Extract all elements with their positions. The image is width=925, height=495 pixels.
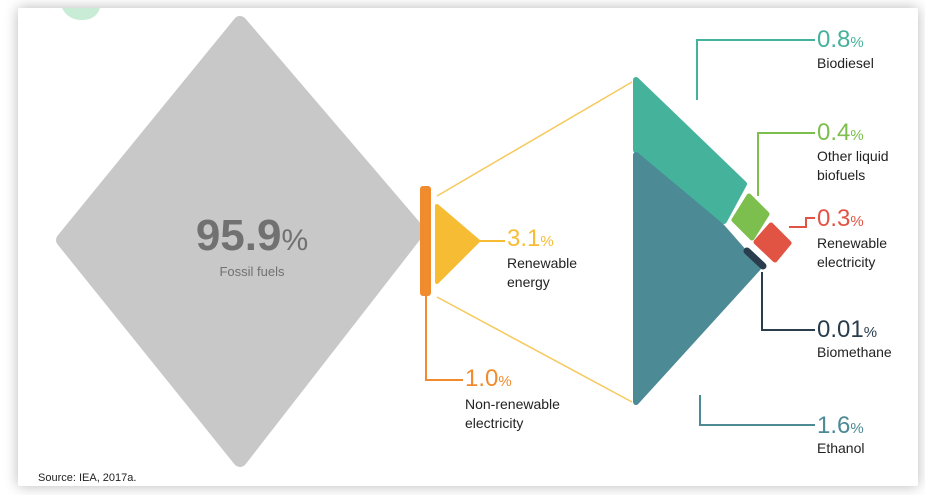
renewable-value-label: 3.1%: [507, 225, 554, 252]
renewable-name-line2: energy: [507, 274, 550, 290]
ren-elec-name-line2: electricity: [817, 254, 875, 270]
ren-elec-shape: [753, 222, 792, 263]
ren-elec-value-label: 0.3%: [817, 205, 864, 232]
connector-line: [436, 81, 633, 197]
nonrenewable-bar: [420, 186, 431, 296]
source-note: Source: IEA, 2017a.: [38, 472, 137, 484]
connector-line: [436, 296, 633, 403]
decor-accent: [62, 8, 100, 20]
biodiesel-value-label: 0.8%: [817, 26, 864, 53]
ethanol-value-label: 1.6%: [817, 412, 864, 439]
biomethane-shape: [743, 247, 767, 270]
ren-elec-name-line1: Renewable: [817, 235, 887, 251]
nonrenewable-name-line2: electricity: [465, 415, 523, 431]
other-liquid-shape: [731, 193, 770, 241]
biodiesel-name-label: Biodiesel: [817, 55, 874, 71]
biomethane-pointer-line: [761, 272, 815, 331]
ethanol-shape: [633, 152, 761, 405]
biomethane-name-label: Biomethane: [817, 344, 892, 360]
fossil-name-label: Fossil fuels: [219, 264, 285, 279]
other-liquid-name-line1: Other liquid: [817, 148, 889, 164]
renewable-name-line1: Renewable: [507, 255, 577, 271]
other-liquid-pointer-line: [757, 132, 815, 196]
nonrenewable-pointer-line: [425, 296, 463, 381]
fossil-diamond: [56, 16, 425, 467]
ethanol-name-label: Ethanol: [817, 440, 864, 456]
renewable-triangle: [435, 204, 480, 284]
other-liquid-name-line2: biofuels: [817, 167, 865, 183]
biodiesel-shape: [633, 77, 747, 224]
other-liquid-value-label: 0.4%: [817, 119, 864, 146]
biomethane-value-label: 0.01%: [817, 316, 877, 343]
nonrenewable-value-label: 1.0%: [465, 365, 512, 392]
biodiesel-pointer-line: [696, 39, 815, 100]
ren-elec-pointer-line: [789, 217, 815, 228]
fossil-value-label: 95.9%: [196, 211, 308, 260]
nonrenewable-name-line1: Non-renewable: [465, 396, 560, 412]
ethanol-pointer-line: [699, 395, 815, 426]
